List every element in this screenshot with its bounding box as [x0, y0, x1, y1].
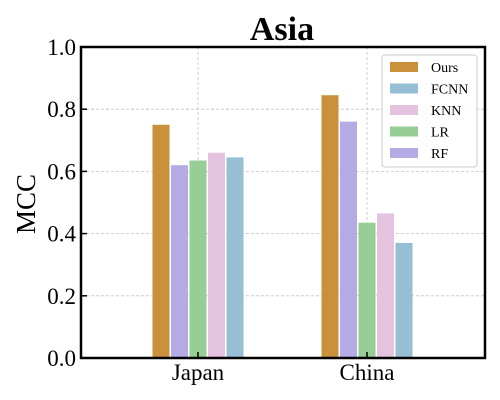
legend-label-ours: Ours: [431, 61, 458, 76]
x-tick-label: China: [340, 360, 395, 385]
bar-fcnn-japan: [226, 157, 244, 358]
bar-lr-japan: [189, 160, 207, 358]
legend: Ours FCNN KNN LR RF: [381, 54, 478, 168]
y-tick-label: 1.0: [47, 35, 76, 60]
y-tick-label: 0.2: [47, 284, 76, 309]
x-tick-label: Japan: [172, 360, 225, 385]
axis-ticks: 0.0 0.2 0.4 0.6 0.8 1.0 Japan China: [47, 35, 394, 385]
legend-swatch-ours: [390, 62, 418, 72]
bar-lr-china: [358, 222, 376, 358]
bar-rf-china: [340, 121, 357, 358]
legend-box: [381, 54, 478, 168]
legend-swatch-rf: [390, 148, 418, 158]
legend-label-lr: LR: [431, 126, 450, 141]
bar-rf-japan: [171, 165, 188, 358]
legend-swatch-lr: [390, 126, 418, 137]
legend-swatch-knn: [390, 105, 418, 115]
chart-title: Asia: [250, 11, 314, 48]
legend-label-fcnn: FCNN: [431, 83, 468, 98]
bar-ours-china: [321, 95, 339, 358]
y-tick-label: 0.0: [47, 346, 76, 371]
bar-fcnn-china: [395, 242, 413, 358]
bar-knn-japan: [208, 152, 225, 358]
y-tick-label: 0.4: [47, 222, 76, 247]
bars: [152, 95, 413, 358]
y-axis-label: MCC: [11, 174, 41, 234]
y-tick-label: 0.6: [47, 159, 76, 184]
legend-label-knn: KNN: [431, 104, 461, 119]
legend-swatch-fcnn: [390, 83, 418, 94]
legend-label-rf: RF: [431, 147, 448, 162]
plot-frame: [79, 45, 487, 360]
bar-knn-china: [377, 213, 394, 358]
y-tick-label: 0.8: [47, 97, 76, 122]
bar-ours-japan: [152, 124, 170, 358]
